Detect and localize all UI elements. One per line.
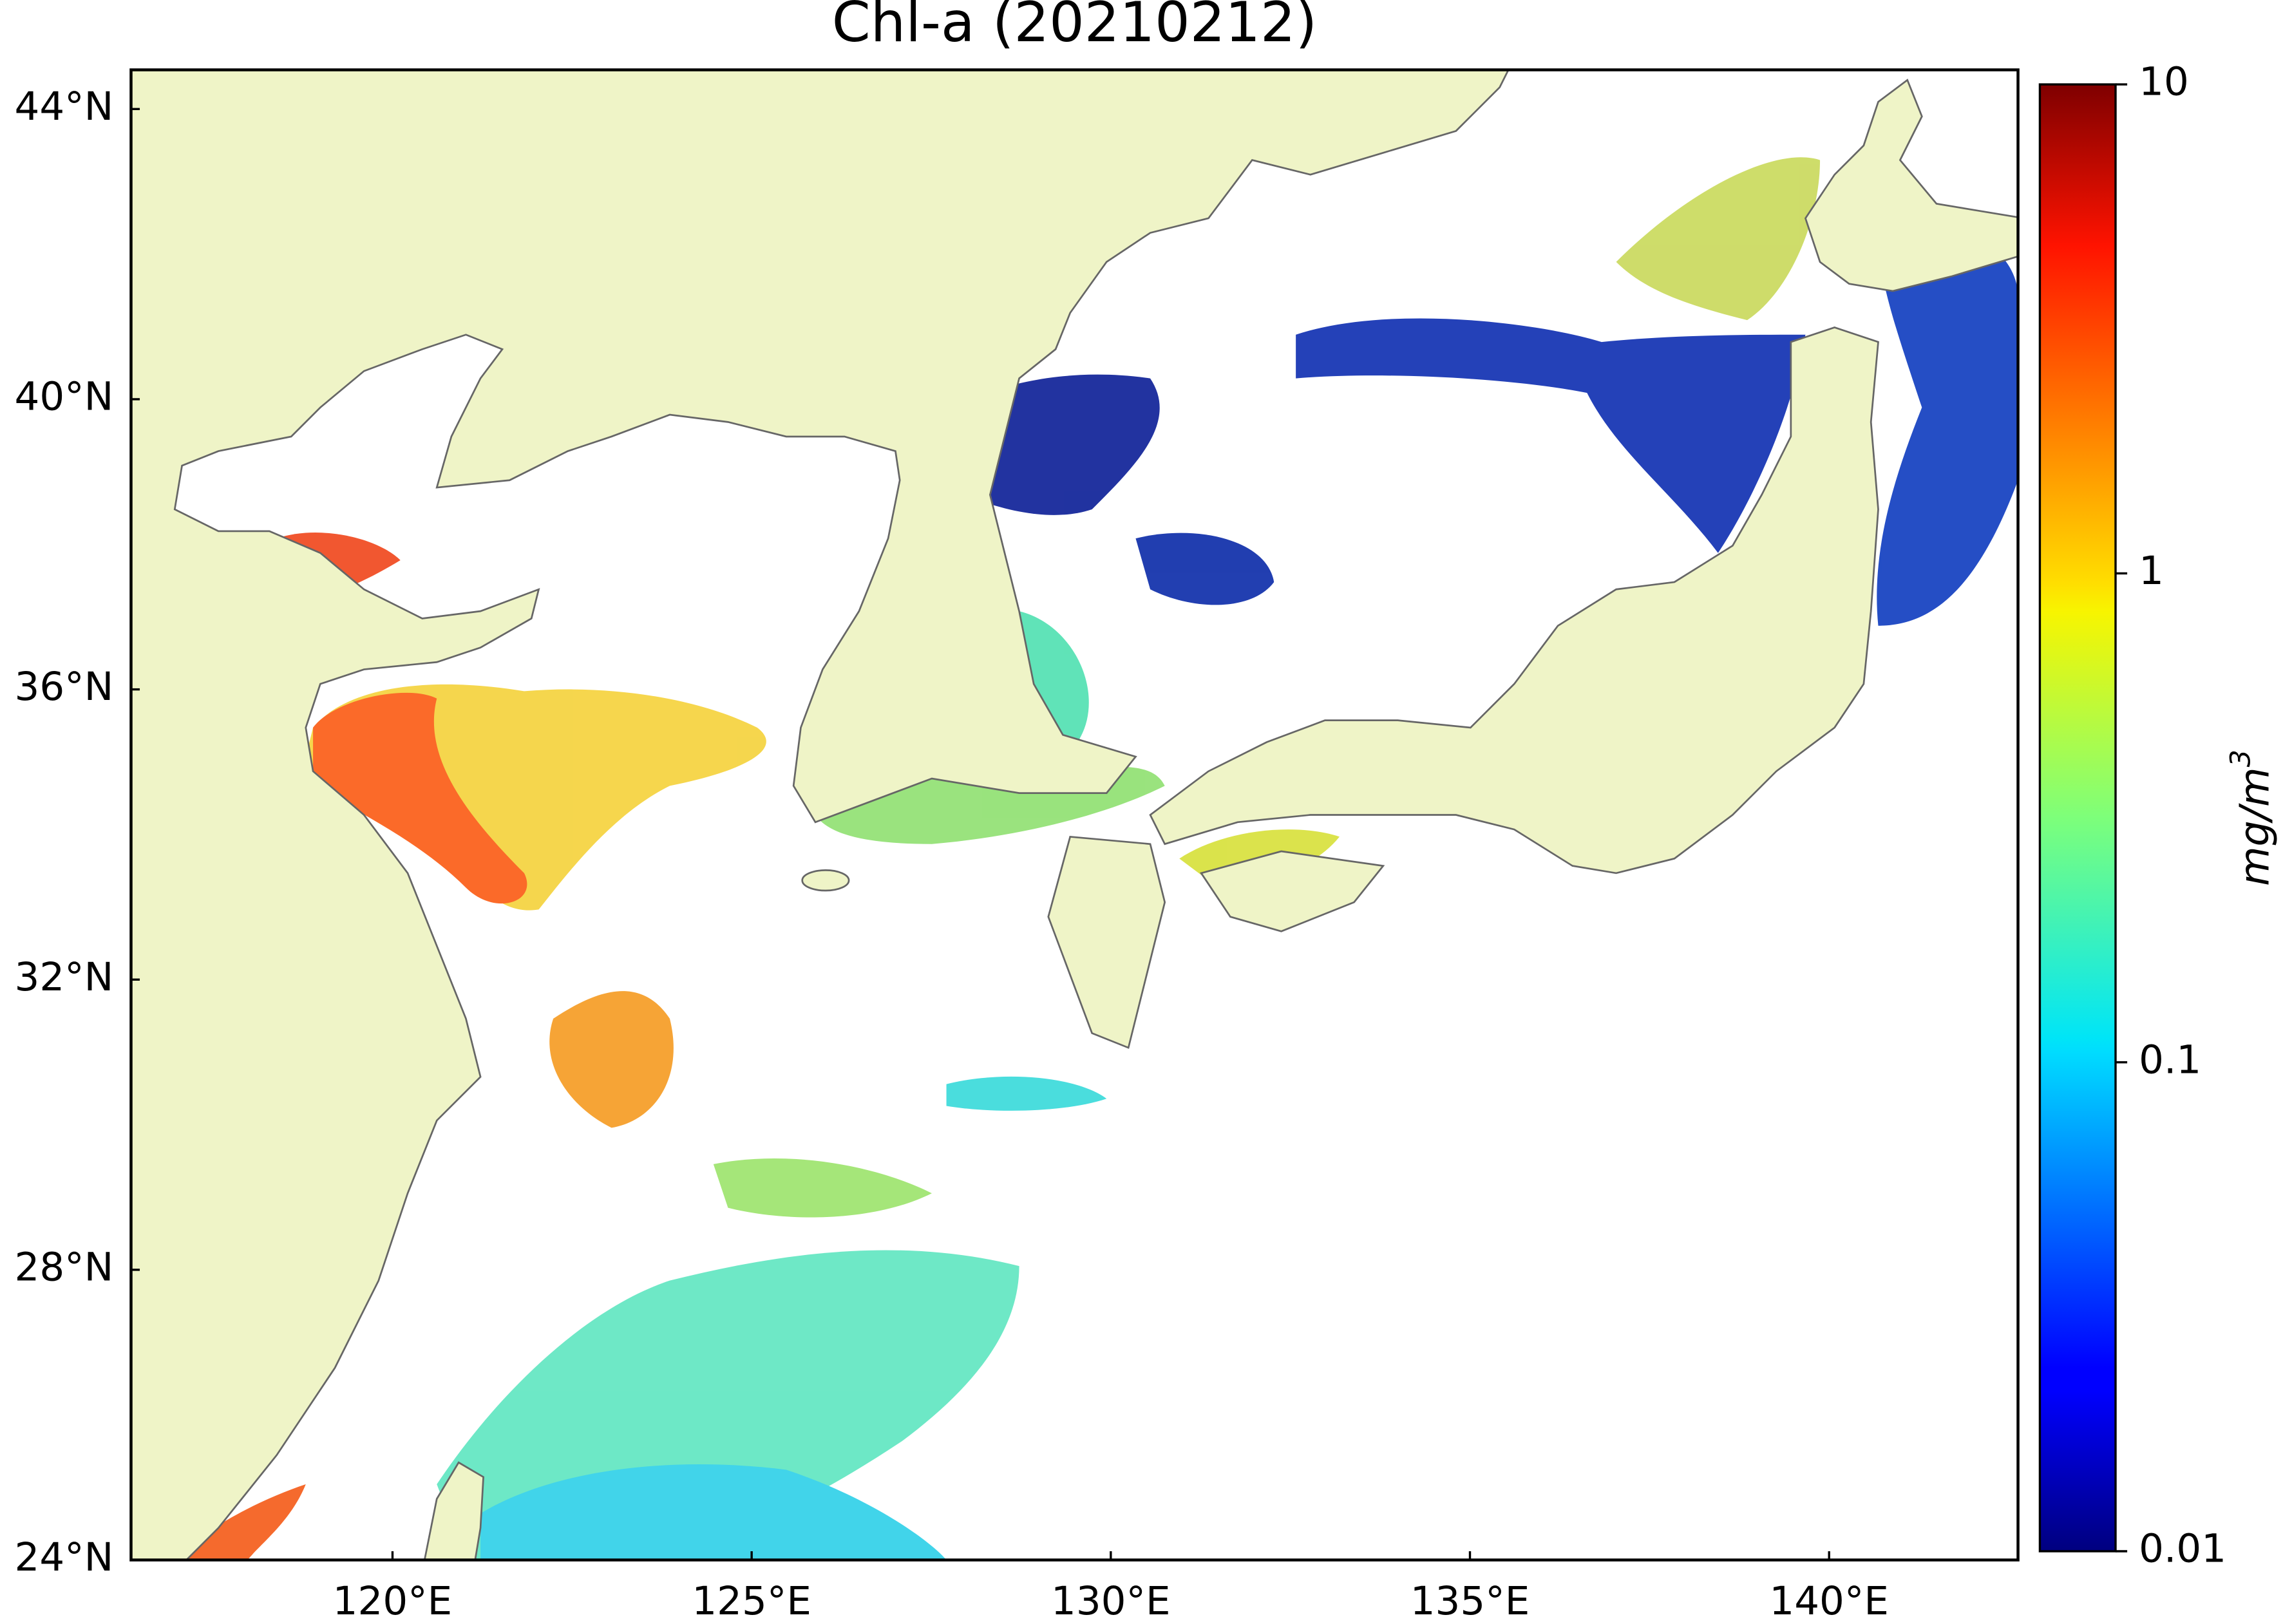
y-tick-label: 24°N	[15, 1534, 114, 1580]
colorbar-tick-label: 0.01	[2139, 1526, 2226, 1572]
land-honshu	[1149, 326, 1879, 874]
chl-patch	[480, 1464, 947, 1560]
land-shikoku	[1200, 850, 1385, 932]
plot-frame	[129, 68, 2020, 1562]
x-tick-label: 130°E	[1051, 1578, 1171, 1624]
y-tick-label: 40°N	[15, 374, 114, 420]
chl-patch	[1135, 533, 1274, 605]
colorbar-label-base: mg/m	[2230, 767, 2278, 886]
y-tick-label: 44°N	[15, 84, 114, 129]
colorbar-tick-label: 0.1	[2139, 1037, 2201, 1082]
x-tick-label: 135°E	[1410, 1578, 1530, 1624]
colorbar-frame	[2038, 83, 2117, 1553]
y-tick-label: 36°N	[15, 664, 114, 710]
chl-patch	[313, 692, 527, 904]
map	[131, 70, 2018, 1560]
land-asia	[131, 70, 1510, 1560]
land-taiwan	[423, 1461, 485, 1560]
y-tick-label: 28°N	[15, 1245, 114, 1290]
x-tick-label: 125°E	[692, 1578, 811, 1624]
colorbar-label: mg/m3	[2224, 750, 2278, 886]
chl-patch	[175, 1484, 306, 1560]
x-tick-label: 140°E	[1769, 1578, 1889, 1624]
chart-title: Chl-a (20210212)	[832, 0, 1317, 55]
land-jeju	[801, 869, 850, 892]
chl-patch	[946, 1076, 1107, 1111]
chl-patch	[549, 991, 674, 1128]
land-kyushu	[1047, 835, 1166, 1049]
x-tick-label: 120°E	[333, 1578, 453, 1624]
y-tick-label: 32°N	[15, 954, 114, 1000]
colorbar	[2040, 84, 2116, 1552]
colorbar-tick-label: 1	[2139, 548, 2164, 594]
colorbar-tick-label: 10	[2139, 59, 2189, 105]
chl-patch	[713, 1158, 932, 1218]
chl-patch	[1296, 318, 1806, 553]
chl-patch	[1019, 611, 1089, 742]
chl-patches	[175, 157, 2018, 1560]
colorbar-label-exponent: 3	[2224, 750, 2257, 767]
chl-patch	[1877, 227, 2018, 626]
chl-patch	[1616, 157, 1821, 321]
land-hokkaido	[1804, 79, 2018, 292]
